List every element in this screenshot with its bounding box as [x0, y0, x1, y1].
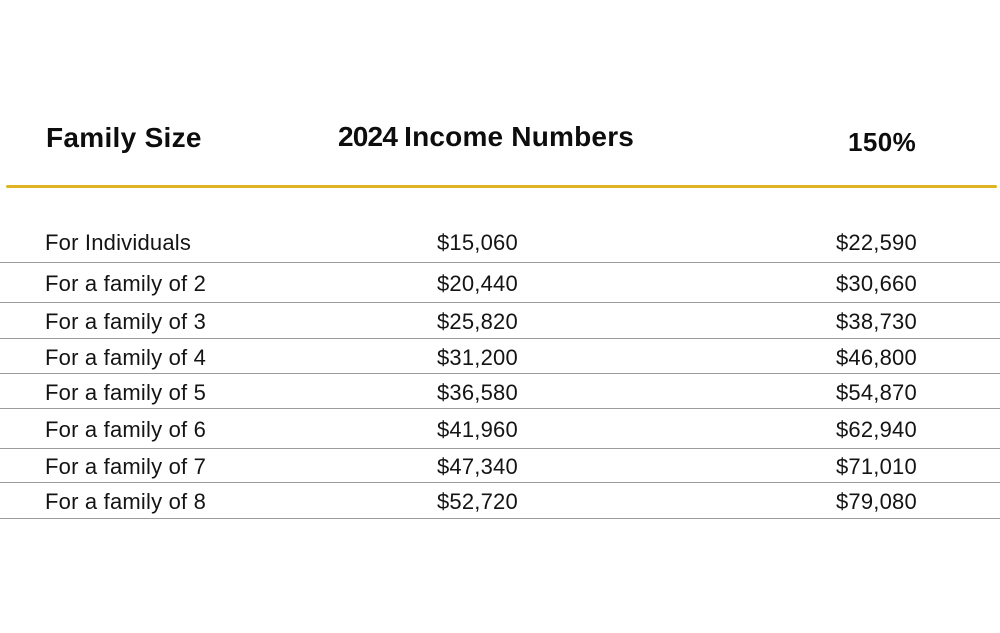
table-row: For a family of 2 $20,440 $30,660: [0, 263, 1000, 303]
income-cell: $25,820: [437, 309, 518, 334]
pct150-cell: $79,080: [836, 489, 917, 514]
family-size-cell: For a family of 3: [45, 309, 207, 334]
header-income-label: Income Numbers: [404, 121, 635, 152]
pct150-cell: $71,010: [836, 454, 917, 479]
gold-divider-rule: [6, 185, 997, 188]
table-row: For a family of 4 $31,200 $46,800: [0, 339, 1000, 374]
table-row: For a family of 7 $47,340 $71,010: [0, 449, 1000, 483]
pct150-cell: $22,590: [836, 230, 917, 255]
column-header-family-size: Family Size: [46, 122, 202, 153]
income-cell: $15,060: [437, 230, 518, 255]
income-cell: $36,580: [437, 379, 518, 405]
table-row: For a family of 3 $25,820 $38,730: [0, 303, 1000, 339]
pct150-cell: $30,660: [836, 271, 917, 296]
table-row: For Individuals $15,060 $22,590: [0, 188, 1000, 263]
table-body: For Individuals $15,060 $22,590 For a fa…: [0, 188, 1000, 519]
table-row: For a family of 6 $41,960 $62,940: [0, 409, 1000, 449]
income-cell: $20,440: [437, 271, 518, 296]
family-size-cell: For Individuals: [45, 230, 192, 255]
pct150-cell: $62,940: [836, 417, 917, 442]
family-size-cell: For a family of 2: [45, 271, 207, 296]
income-cell: $31,200: [437, 344, 518, 370]
header-year-label: 2024: [338, 121, 398, 152]
column-header-150-percent: 150%: [848, 127, 917, 157]
family-size-cell: For a family of 6: [45, 417, 207, 442]
column-header-income-numbers: 2024 Income Numbers: [338, 121, 634, 153]
pct150-cell: $54,870: [836, 379, 917, 405]
family-size-cell: For a family of 7: [45, 454, 207, 479]
table-row: For a family of 8 $52,720 $79,080: [0, 483, 1000, 519]
pct150-cell: $46,800: [836, 344, 917, 370]
income-cell: $47,340: [437, 454, 518, 479]
table-row: For a family of 5 $36,580 $54,870: [0, 374, 1000, 409]
pct150-cell: $38,730: [836, 309, 917, 334]
family-size-cell: For a family of 4: [45, 344, 207, 370]
income-cell: $52,720: [437, 489, 518, 514]
family-size-cell: For a family of 8: [45, 489, 207, 514]
family-size-cell: For a family of 5: [45, 379, 207, 405]
income-cell: $41,960: [437, 417, 518, 442]
